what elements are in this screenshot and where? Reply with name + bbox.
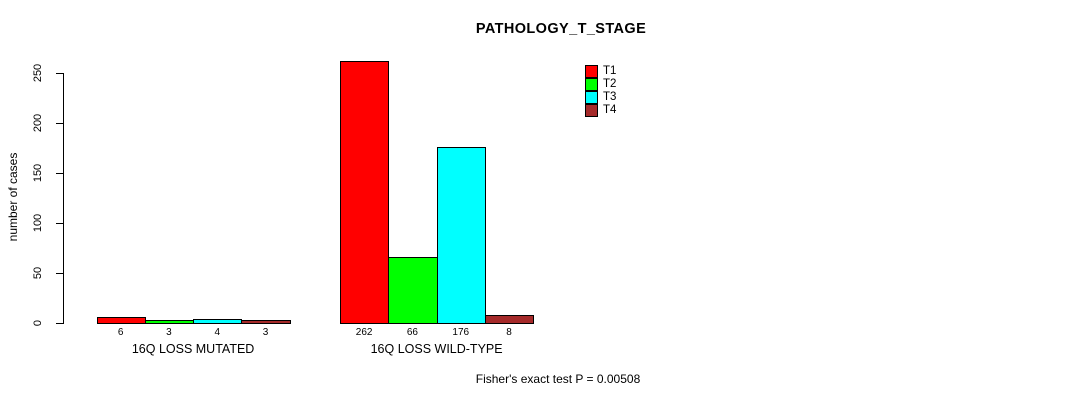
bar-t2-1 bbox=[144, 319, 195, 324]
legend-swatch-t2 bbox=[585, 77, 598, 91]
legend: T1 T2 T3 T4 bbox=[585, 64, 617, 117]
y-tick-label: 250 bbox=[32, 63, 44, 83]
bar-value-label: 3 bbox=[166, 327, 172, 338]
chart-title: PATHOLOGY_T_STAGE bbox=[475, 21, 647, 37]
legend-item-t4: T4 bbox=[585, 103, 617, 117]
bar-value-label: 262 bbox=[355, 327, 373, 338]
y-tick-label: 200 bbox=[32, 113, 44, 133]
y-tick-label: 150 bbox=[32, 163, 44, 183]
group-label: 16Q LOSS MUTATED bbox=[131, 342, 255, 356]
bar-t4-2 bbox=[484, 314, 535, 324]
bar-t3-2 bbox=[436, 146, 486, 324]
bar-value-label: 4 bbox=[214, 327, 221, 338]
bar-value-label: 66 bbox=[406, 327, 418, 338]
y-tick-label: 100 bbox=[32, 213, 44, 233]
y-tick-mark bbox=[56, 122, 63, 124]
legend-label: T4 bbox=[603, 104, 617, 116]
legend-label: T1 bbox=[603, 65, 617, 77]
group-label: 16Q LOSS WILD-TYPE bbox=[370, 342, 503, 356]
bar-value-label: 8 bbox=[506, 327, 512, 338]
legend-item-t1: T1 bbox=[585, 64, 617, 78]
y-tick-label: 50 bbox=[32, 266, 44, 280]
y-tick-mark bbox=[56, 172, 63, 174]
bar-value-label: 176 bbox=[452, 327, 470, 338]
y-tick-label: 0 bbox=[32, 319, 44, 327]
y-tick-mark bbox=[56, 222, 63, 224]
y-axis-line bbox=[63, 72, 64, 324]
bar-t2-2 bbox=[388, 256, 438, 324]
bar-t1-1 bbox=[96, 316, 146, 324]
bar-value-label: 3 bbox=[262, 327, 269, 338]
y-axis-label: number of cases bbox=[6, 152, 20, 242]
legend-swatch-t1 bbox=[585, 64, 598, 78]
legend-swatch-t4 bbox=[585, 103, 598, 117]
fisher-test-annotation: Fisher's exact test P = 0.00508 bbox=[475, 372, 641, 386]
legend-label: T2 bbox=[603, 78, 617, 90]
legend-item-t3: T3 bbox=[585, 90, 617, 104]
y-tick-mark bbox=[56, 72, 63, 74]
bar-t4-1 bbox=[241, 319, 291, 324]
legend-swatch-t3 bbox=[585, 90, 598, 104]
y-tick-mark bbox=[56, 272, 63, 274]
bar-t3-1 bbox=[193, 318, 243, 324]
legend-label: T3 bbox=[603, 91, 617, 103]
bar-t1-2 bbox=[340, 60, 390, 324]
bar-value-label: 6 bbox=[117, 327, 124, 338]
y-tick-mark bbox=[56, 322, 63, 324]
legend-item-t2: T2 bbox=[585, 77, 617, 91]
